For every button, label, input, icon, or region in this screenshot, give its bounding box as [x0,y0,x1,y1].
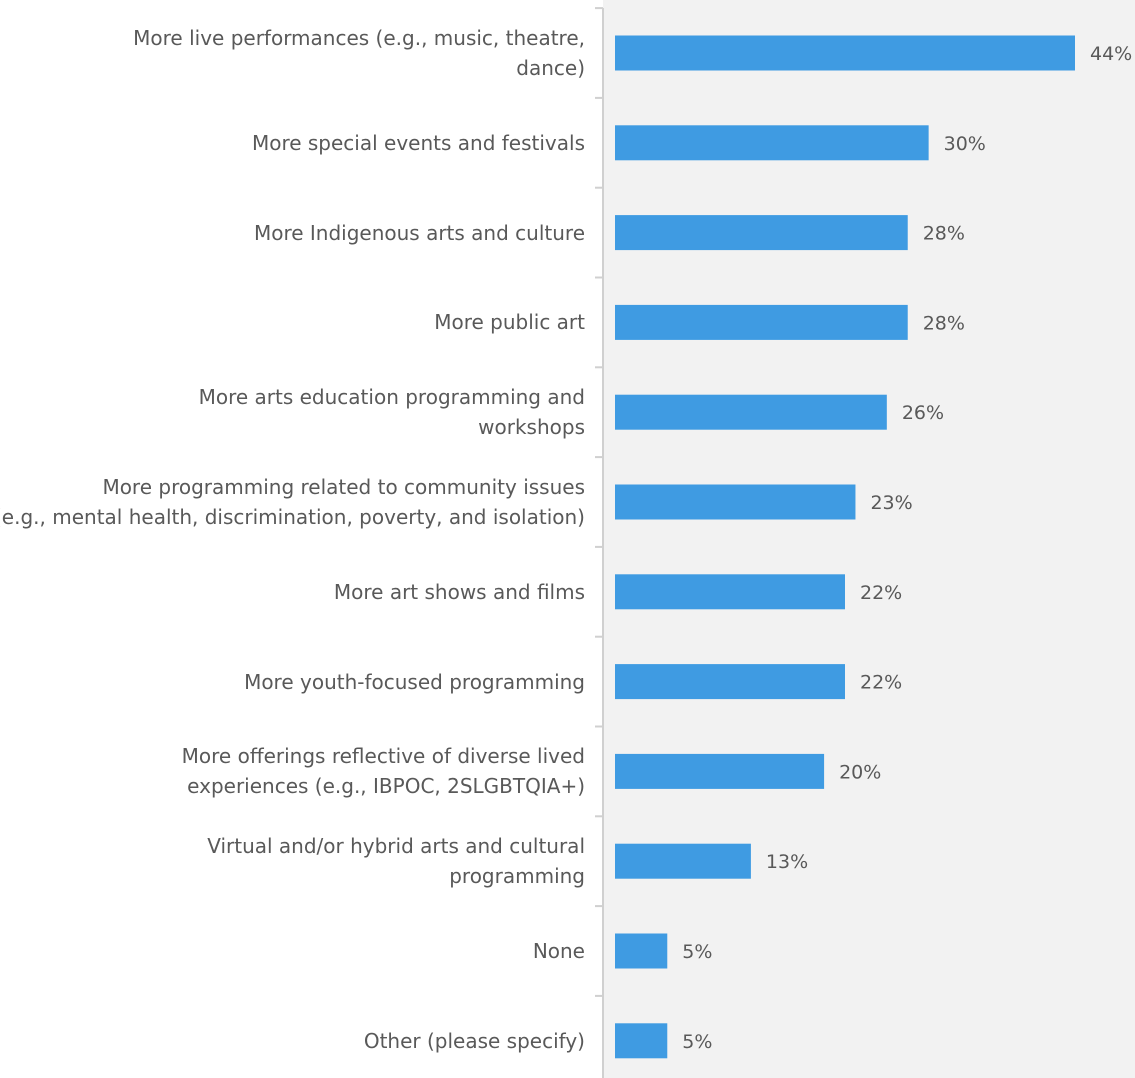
category-label: More public art [434,307,585,337]
category-label-line: More youth-focused programming [244,669,585,694]
category-label-line: dance) [516,56,585,80]
category-label: More youth-focused programming [244,667,585,697]
category-label-line: More live performances (e.g., music, the… [133,26,585,50]
category-label: More Indigenous arts and culture [254,218,585,248]
bars [615,35,1075,1059]
bar [615,933,668,969]
category-label: More arts education programming and works… [199,382,585,442]
bar [615,304,908,340]
category-label-line: experiences (e.g., IBPOC, 2SLGBTQIA+) [187,774,585,799]
category-label-line: More Indigenous arts and culture [253,220,585,245]
category-label-line: None [532,939,585,963]
value-label: 28% [923,312,965,334]
bar [615,574,845,610]
value-label: 23% [870,492,912,514]
value-label: 22% [860,582,902,604]
bar [615,843,751,879]
category-label-line: workshops [478,415,585,440]
category-label: More offerings reflective of diverse liv… [182,741,585,801]
category-label: More special events and festivals [252,128,585,158]
bar [615,215,908,251]
category-label-line: More public art [434,310,585,335]
category-label-line: Other (please specify) [363,1028,585,1053]
value-label: 30% [944,133,986,155]
value-label: 44% [1090,43,1132,65]
category-label-line: More arts education programming and [198,385,585,410]
bar [615,35,1075,71]
category-label: Other (please specify) [364,1026,585,1056]
bar [615,125,929,161]
value-label: 13% [766,851,808,873]
value-label: 26% [902,402,944,424]
category-label-line: More art shows and films [333,579,585,604]
bar [615,664,845,700]
category-label: More live performances (e.g., music, the… [133,23,585,83]
category-label-line: More offerings reflective of diverse liv… [181,744,585,769]
category-label: More programming related to community is… [0,472,585,532]
value-label: 22% [860,672,902,694]
value-label: 20% [839,761,881,783]
category-label-line: programming [449,864,585,889]
bar [615,484,856,520]
category-label-line: (e.g., mental health, discrimination, po… [0,505,585,529]
value-label: 28% [923,223,965,245]
category-label-line: Virtual and/or hybrid arts and cultural [207,834,585,859]
category-label: Virtual and/or hybrid arts and cultural p… [207,831,585,891]
value-label: 5% [682,941,712,963]
plot-background [603,0,1135,1078]
category-label-line: More programming related to community is… [102,475,585,499]
value-label: 5% [682,1031,712,1053]
bar [615,753,825,789]
category-label: More art shows and films [334,577,585,607]
value-labels: 44% 30% 28% 28% 26% 23% 22% 22% 20% 13% 5% 5% [682,43,1132,1053]
bar [615,394,887,430]
bar [615,1023,668,1059]
category-label-line: More special events and festivals [251,130,585,155]
axis-ticks [595,7,603,997]
category-label: None [533,936,585,966]
